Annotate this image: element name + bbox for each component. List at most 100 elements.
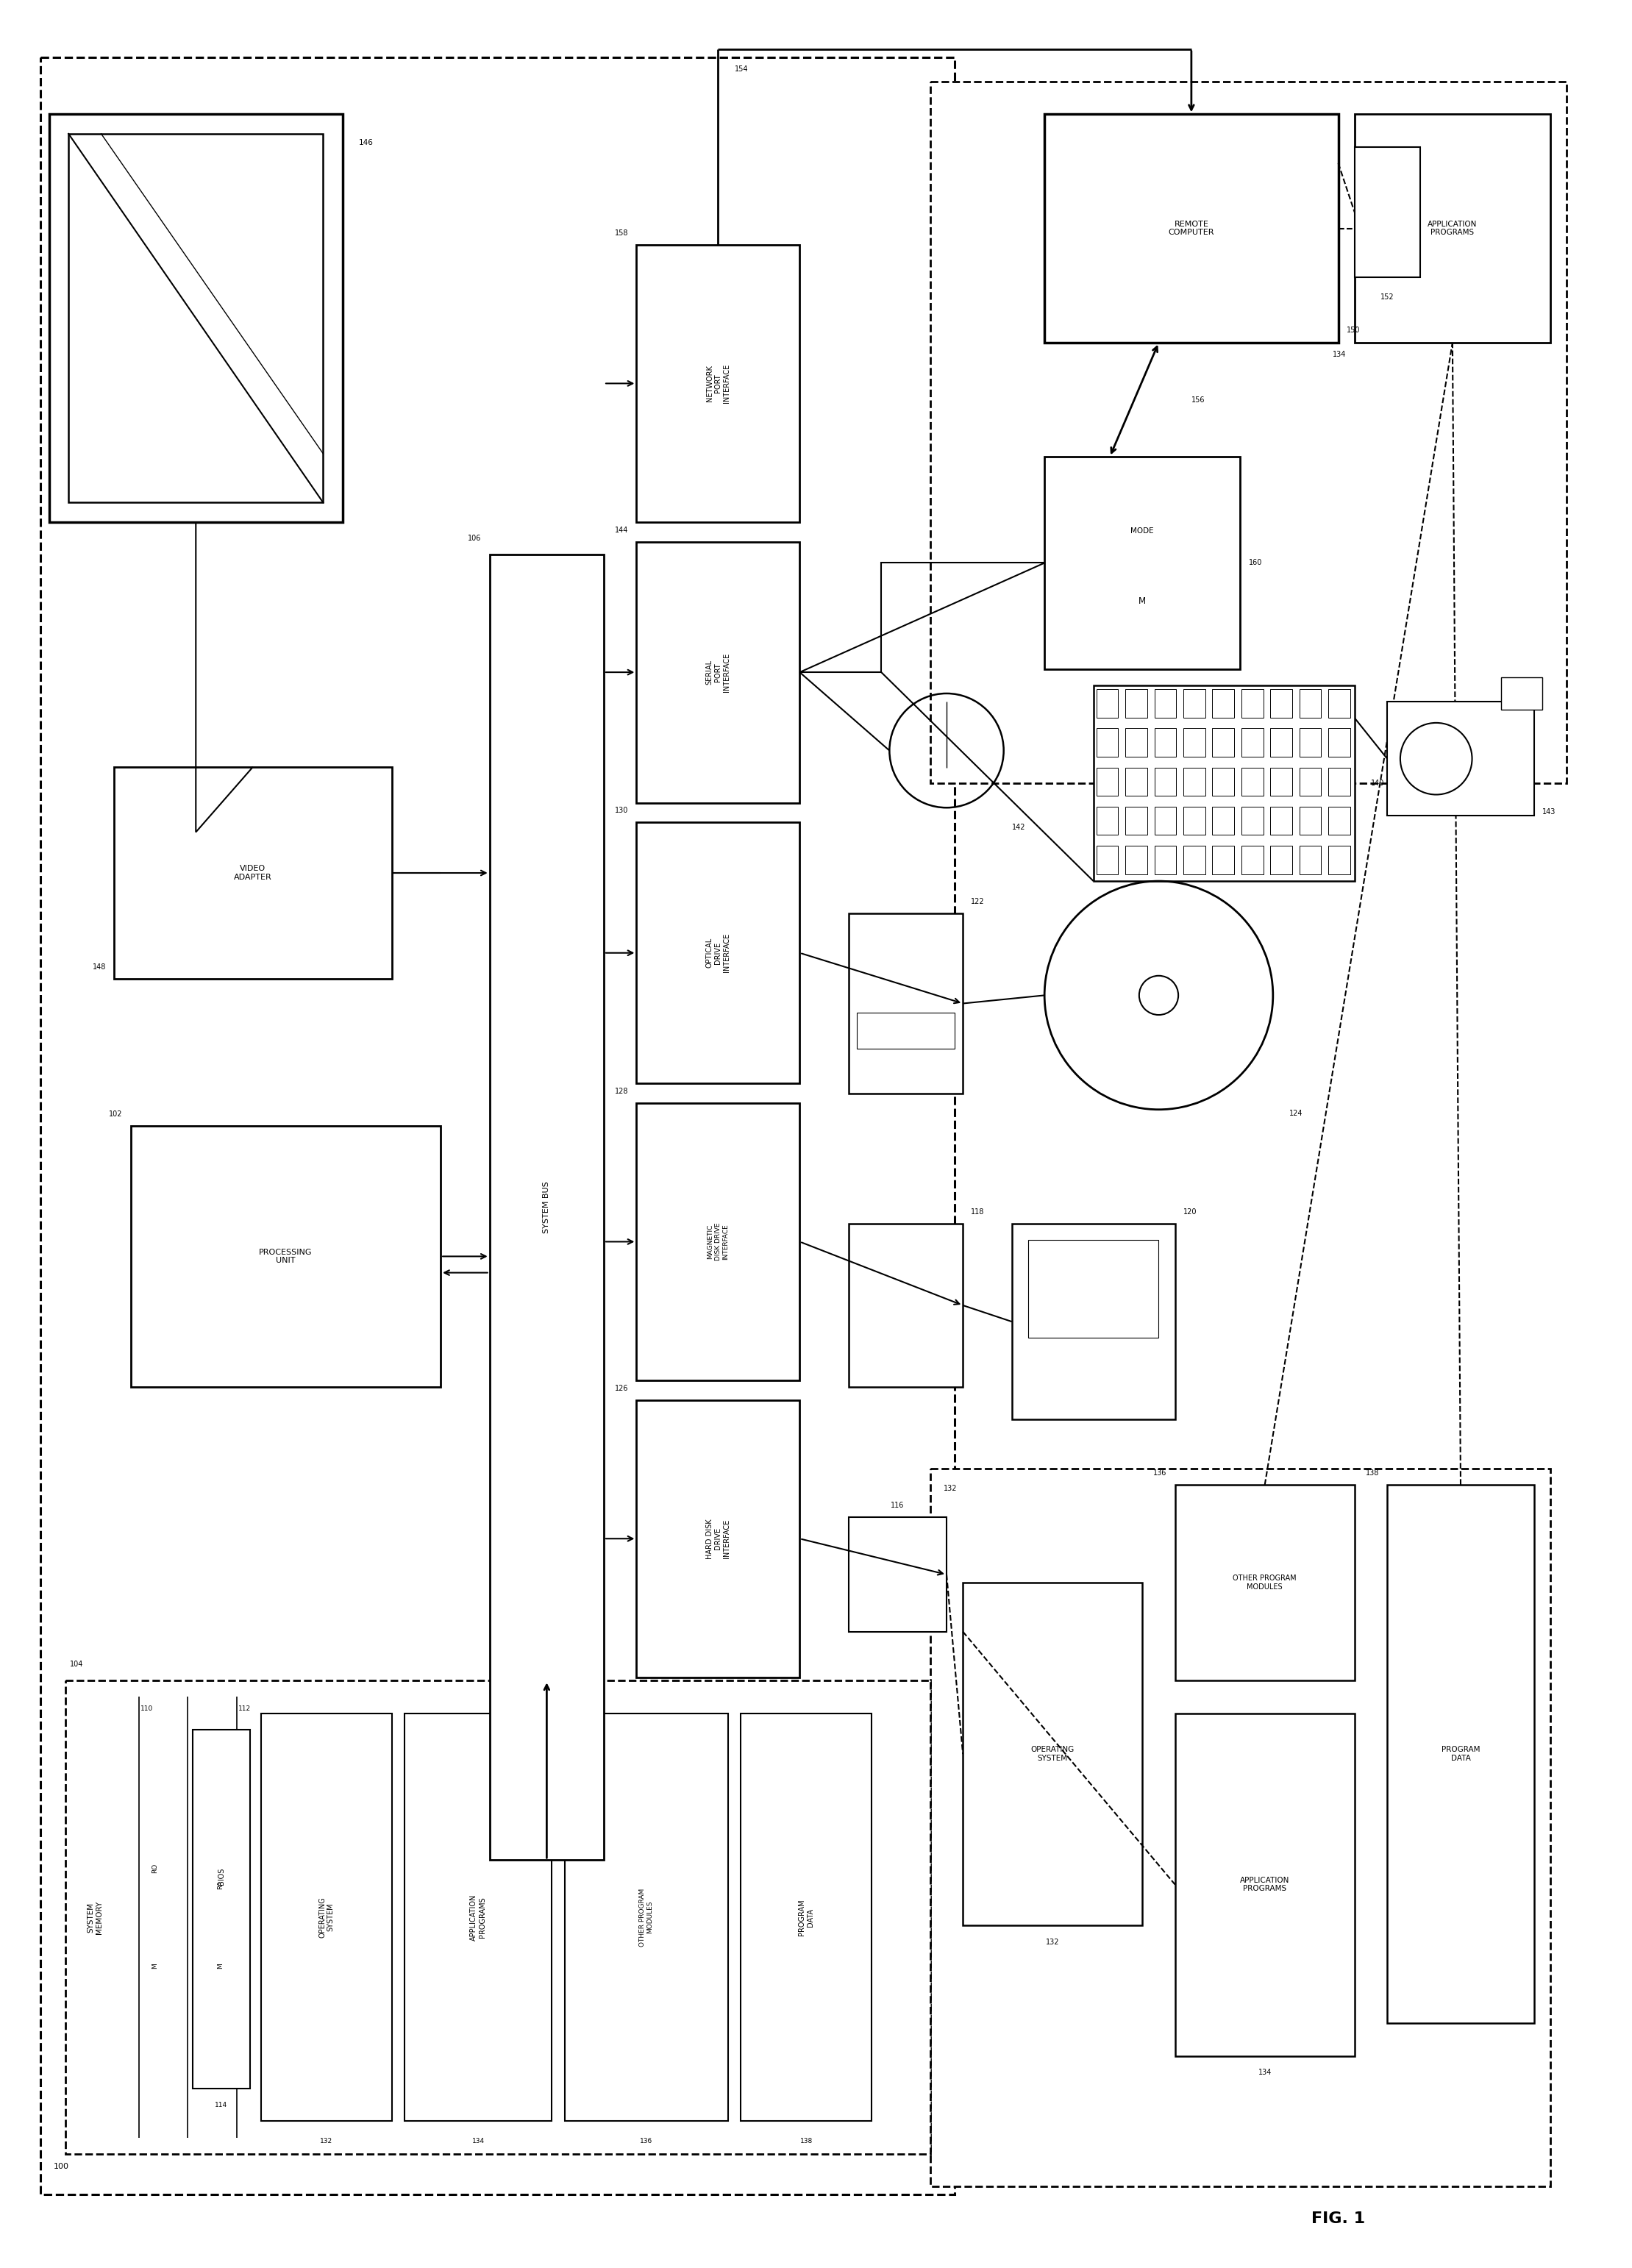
Text: M: M <box>1139 596 1146 606</box>
Bar <box>1126 689 1147 717</box>
Text: 116: 116 <box>891 1501 904 1508</box>
Bar <box>114 767 392 980</box>
Text: 143: 143 <box>1542 807 1555 816</box>
Text: REMOTE
COMPUTER: REMOTE COMPUTER <box>1169 220 1214 236</box>
Bar <box>1242 728 1263 758</box>
Bar <box>1175 1486 1355 1681</box>
Text: 124: 124 <box>1289 1109 1302 1116</box>
Bar <box>1328 846 1350 873</box>
Bar <box>1126 728 1147 758</box>
Text: OTHER PROGRAM
MODULES: OTHER PROGRAM MODULES <box>640 1887 653 1946</box>
Bar <box>1213 767 1234 796</box>
Bar <box>1126 767 1147 796</box>
Bar <box>1299 767 1322 796</box>
Text: MAGNETIC
DISK DRIVE
INTERFACE: MAGNETIC DISK DRIVE INTERFACE <box>707 1222 730 1261</box>
Text: SYSTEM
MEMORY: SYSTEM MEMORY <box>86 1901 103 1935</box>
Text: VIDEO
ADAPTER: VIDEO ADAPTER <box>233 864 273 880</box>
Bar <box>963 1583 1142 1926</box>
Text: 134: 134 <box>472 2136 485 2143</box>
Bar <box>636 542 800 803</box>
Text: APPLICATION
PROGRAMS: APPLICATION PROGRAMS <box>470 1894 486 1941</box>
Bar <box>1242 807 1263 835</box>
Bar <box>1154 846 1177 873</box>
Text: 122: 122 <box>971 898 984 905</box>
Text: RO: RO <box>152 1864 158 1873</box>
Bar <box>1501 678 1542 710</box>
Bar <box>1183 689 1204 717</box>
Bar <box>636 823 800 1084</box>
Text: 132: 132 <box>320 2136 333 2143</box>
Text: SERIAL
PORT
INTERFACE: SERIAL PORT INTERFACE <box>707 653 730 692</box>
Bar <box>1213 807 1234 835</box>
Text: M: M <box>217 1964 224 1969</box>
Bar <box>1270 767 1293 796</box>
Text: 146: 146 <box>359 138 374 145</box>
Bar <box>741 1712 871 2121</box>
Bar <box>1299 807 1322 835</box>
Bar <box>1097 689 1118 717</box>
Bar <box>565 1712 728 2121</box>
Text: 138: 138 <box>800 2136 813 2143</box>
Text: 120: 120 <box>1183 1209 1196 1216</box>
Bar <box>1126 807 1147 835</box>
Bar <box>1270 728 1293 758</box>
Text: 136: 136 <box>640 2136 653 2143</box>
Bar <box>193 1730 250 2089</box>
Bar <box>857 1012 955 1048</box>
Text: 160: 160 <box>1248 560 1262 567</box>
Bar <box>405 1712 552 2121</box>
Text: 148: 148 <box>93 964 106 971</box>
Bar <box>849 1225 963 1388</box>
Bar <box>1012 1225 1175 1420</box>
Text: BIOS: BIOS <box>217 1869 225 1885</box>
Bar <box>1328 689 1350 717</box>
Text: PROGRAM
DATA: PROGRAM DATA <box>798 1898 814 1935</box>
Bar <box>1154 728 1177 758</box>
Bar <box>1154 689 1177 717</box>
Bar <box>1242 767 1263 796</box>
Bar <box>490 556 604 1860</box>
Bar <box>1097 846 1118 873</box>
Bar <box>1213 728 1234 758</box>
Bar <box>1242 689 1263 717</box>
Bar <box>1387 1486 1534 2023</box>
Bar <box>1299 846 1322 873</box>
Bar <box>49 113 343 522</box>
Bar <box>1387 701 1534 816</box>
Text: 106: 106 <box>468 535 481 542</box>
Bar <box>1097 767 1118 796</box>
Text: 104: 104 <box>70 1660 83 1667</box>
Bar <box>1270 846 1293 873</box>
Text: 114: 114 <box>215 2102 227 2109</box>
Text: 132: 132 <box>1046 1939 1059 1946</box>
Text: 136: 136 <box>1154 1470 1167 1476</box>
Text: HARD DISK
DRIVE
INTERFACE: HARD DISK DRIVE INTERFACE <box>707 1520 730 1558</box>
Text: OPERATING
SYSTEM: OPERATING SYSTEM <box>318 1896 335 1937</box>
Bar <box>1097 807 1118 835</box>
Text: 140: 140 <box>1371 780 1384 787</box>
Bar <box>1299 728 1322 758</box>
Bar <box>1355 147 1420 277</box>
Bar <box>1213 689 1234 717</box>
Text: 126: 126 <box>615 1383 628 1393</box>
Text: SYSTEM BUS: SYSTEM BUS <box>543 1182 550 1234</box>
Bar <box>1183 728 1204 758</box>
Text: OTHER PROGRAM
MODULES: OTHER PROGRAM MODULES <box>1232 1574 1297 1590</box>
Text: 102: 102 <box>109 1111 122 1118</box>
Bar <box>261 1712 392 2121</box>
Bar <box>1175 1712 1355 2055</box>
Text: PROGRAM
DATA: PROGRAM DATA <box>1441 1746 1480 1762</box>
Bar <box>1355 113 1550 342</box>
Bar <box>1126 846 1147 873</box>
Bar <box>636 1102 800 1381</box>
Text: 144: 144 <box>615 526 628 533</box>
Text: 158: 158 <box>615 229 628 236</box>
Text: RA: RA <box>217 1880 224 1889</box>
Bar <box>69 134 323 503</box>
Bar <box>636 245 800 522</box>
Bar <box>65 1681 930 2155</box>
Text: 134: 134 <box>1333 352 1346 358</box>
Bar <box>131 1125 441 1388</box>
Text: M: M <box>152 1964 158 1969</box>
Bar <box>1183 767 1204 796</box>
